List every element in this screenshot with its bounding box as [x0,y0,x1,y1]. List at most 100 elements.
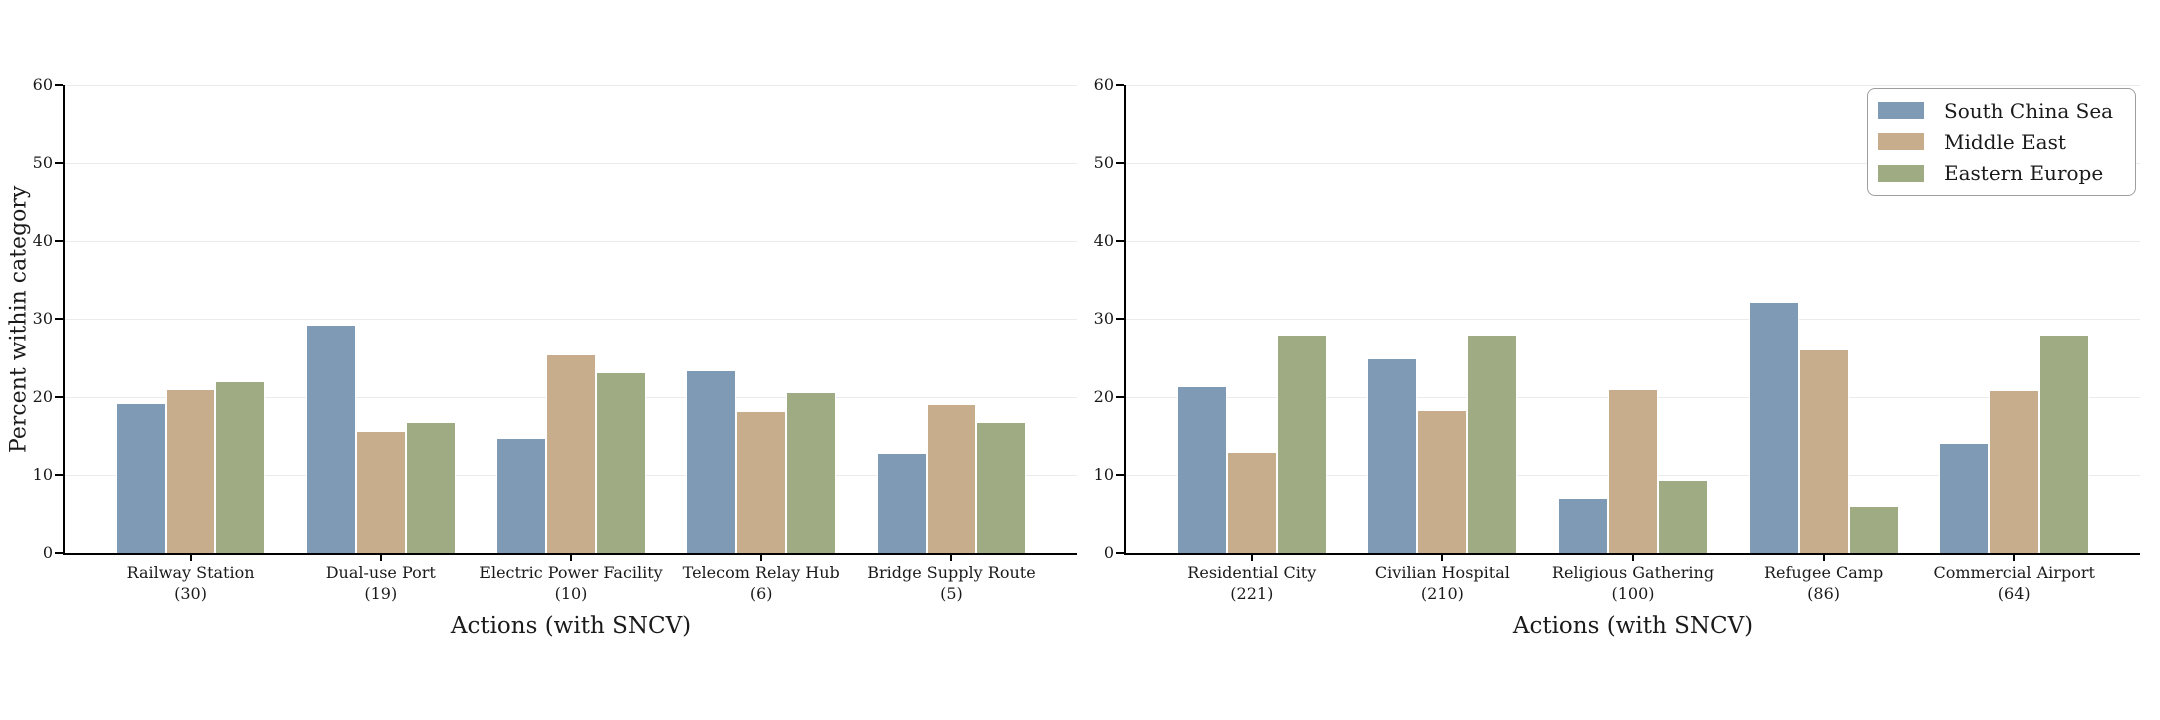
y-tick-label: 40 [1093,231,1114,250]
category-name: Bridge Supply Route [867,563,1036,582]
right-plot-area: 0 10 20 30 40 50 60 Residential City (221) Civili… [1094,75,2140,603]
y-tick-label: 20 [32,387,53,406]
x-tick-label: Dual-use Port (19) [261,562,501,604]
bar-south-china-sea [115,403,166,553]
legend-swatch-eastern-europe [1878,164,1924,182]
y-tick-mark [1116,240,1124,242]
legend-row: Eastern Europe [1878,158,2125,189]
bar-eastern-europe [1467,334,1518,553]
category-count: (100) [1611,584,1655,603]
y-tick-label: 30 [1093,309,1114,328]
bar-middle-east [1226,451,1277,553]
x-tick-label: Residential City (221) [1132,562,1372,604]
bar-middle-east [1608,389,1658,553]
y-tick-label: 0 [42,543,53,562]
x-tick-mark [1632,553,1634,561]
category-count: (6) [749,584,773,603]
legend-label: Middle East [1944,129,2066,154]
legend-swatch-middle-east [1878,133,1924,151]
y-tick-mark [1116,84,1124,86]
right-x-axis-label: Actions (with SNCV) [1512,613,1754,639]
y-tick-label: 10 [32,465,53,484]
y-tick-mark [55,396,63,398]
category-count: (10) [554,584,588,603]
bar-middle-east [736,411,787,553]
bar-south-china-sea [1939,443,1990,553]
y-tick-label: 60 [1093,75,1114,94]
bar-eastern-europe [215,381,266,553]
bar-middle-east [355,430,406,553]
category-name: Civilian Hospital [1374,563,1510,582]
category-name: Refugee Camp [1763,563,1884,582]
gridline-y60 [1126,84,2140,86]
y-tick-mark [55,240,63,242]
legend: South China Sea Middle East Eastern Europe [1867,88,2136,196]
gridline-y40 [1126,240,2140,242]
y-tick-mark [55,474,63,476]
y-tick-mark [1116,396,1124,398]
x-tick-mark [1441,553,1444,561]
bar-eastern-europe [976,421,1027,553]
x-tick-label: Refugee Camp (86) [1704,562,1944,604]
y-tick-mark [55,318,63,320]
bottom-spine [63,553,1077,555]
bar-south-china-sea [1367,358,1418,553]
gridline-y40 [65,240,1077,242]
gridline-y30 [65,318,1077,320]
bar-middle-east [165,389,216,553]
left-spine [1124,85,1126,555]
left-plot-area: 0 10 20 30 40 50 60 Railway Station (30) Dual-use… [33,75,1077,603]
bar-eastern-europe [1276,334,1327,553]
bar-middle-east [1989,389,2040,553]
y-tick-mark [1116,162,1124,164]
legend-swatch-south-china-sea [1878,102,1924,120]
y-tick-mark [55,162,63,164]
gridline-y50 [1126,162,2140,164]
y-tick-label: 60 [32,75,53,94]
y-tick-label: 30 [32,309,53,328]
x-tick-mark [950,553,953,561]
gridline-y60 [65,84,1077,86]
category-name: Dual-use Port [325,563,436,582]
x-tick-mark [1250,553,1253,561]
x-tick-mark [379,553,382,561]
category-name: Railway Station [126,563,255,582]
bar-south-china-sea [876,453,927,553]
bar-south-china-sea [1558,498,1609,553]
bar-middle-east [1417,410,1468,553]
bar-eastern-europe [405,421,456,553]
category-name: Residential City [1187,563,1317,582]
bar-south-china-sea [496,437,547,553]
y-tick-mark [55,84,63,86]
category-name: Telecom Relay Hub [682,563,840,582]
x-tick-mark [760,553,763,561]
y-tick-mark [55,552,63,554]
bar-eastern-europe [595,372,646,553]
y-tick-mark [1116,318,1124,320]
category-count: (86) [1807,584,1841,603]
category-count: (5) [940,584,963,603]
category-name: Religious Gathering [1551,563,1715,582]
legend-row: Middle East [1878,126,2125,157]
bar-south-china-sea [1748,301,1799,553]
bottom-spine [1124,553,2140,555]
bar-middle-east [546,354,596,553]
bar-south-china-sea [686,369,737,553]
category-count: (210) [1420,584,1464,603]
legend-label: South China Sea [1944,98,2114,123]
category-name: Electric Power Facility [479,563,663,582]
category-count: (64) [1997,584,2031,603]
bar-south-china-sea [1176,386,1227,553]
x-tick-mark [570,553,572,561]
left-spine [63,85,65,555]
x-tick-mark [1822,553,1825,561]
y-tick-label: 20 [1093,387,1114,406]
x-tick-mark [2013,553,2016,561]
left-x-axis-label: Actions (with SNCV) [450,613,692,639]
category-count: (221) [1230,584,1274,603]
y-tick-label: 50 [1093,153,1114,172]
gridline-y50 [65,162,1077,164]
bar-middle-east [1798,349,1849,553]
bar-eastern-europe [786,391,836,553]
